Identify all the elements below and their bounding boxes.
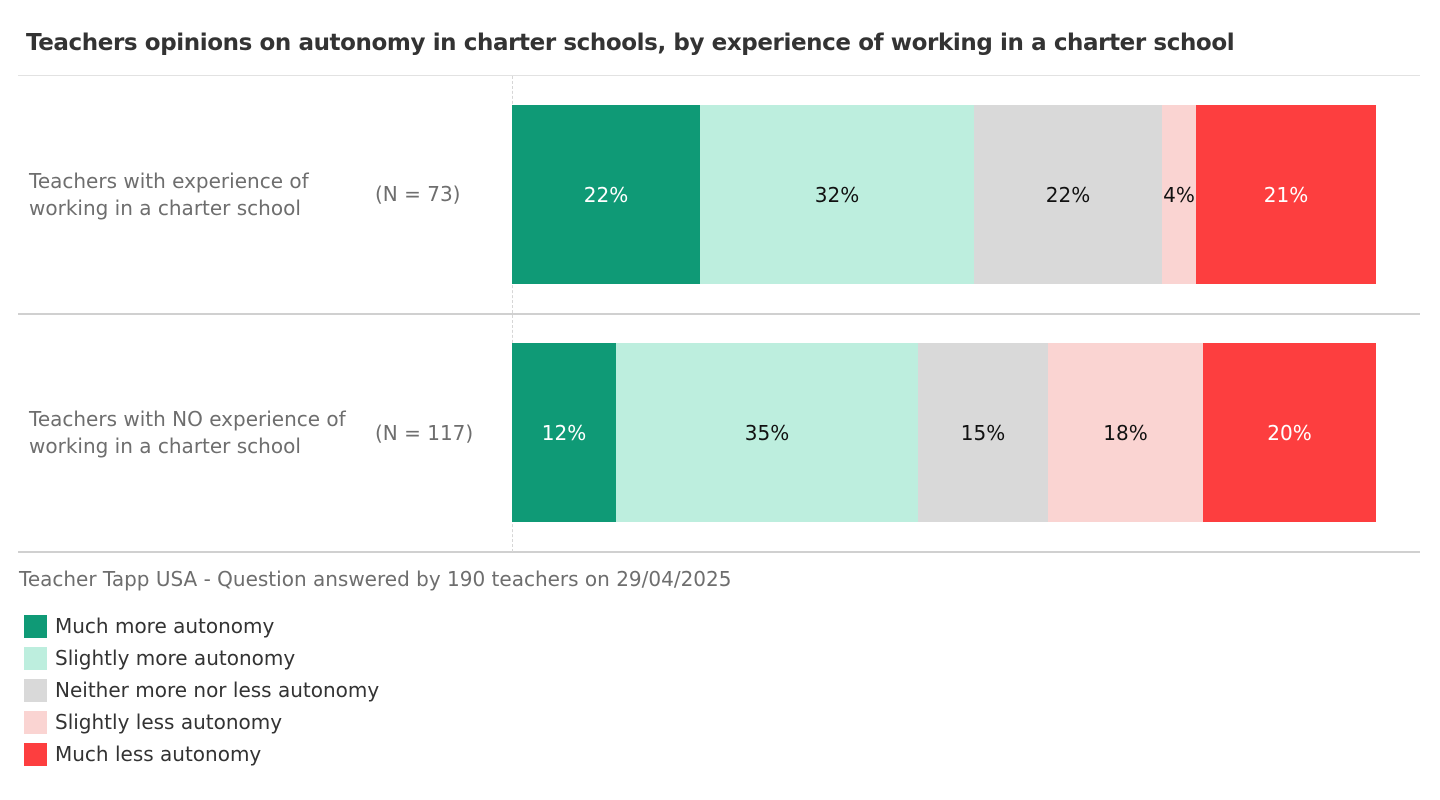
legend-label: Neither more nor less autonomy	[55, 678, 380, 702]
legend-swatch	[24, 614, 47, 638]
bar-segment: 20%	[1203, 343, 1376, 522]
legend-label: Much more autonomy	[55, 614, 275, 638]
bar-row-no-experience: 12% 35% 15% 18% 20%	[512, 343, 1376, 522]
legend-label: Much less autonomy	[55, 742, 262, 766]
data-label: 20%	[1267, 420, 1312, 445]
category-label-experienced: Teachers with experience of working in a…	[29, 168, 374, 222]
bar-segment: 32%	[700, 105, 974, 284]
legend-swatch	[24, 710, 47, 734]
bar-segment: 4%	[1162, 105, 1196, 284]
data-label: 4%	[1163, 182, 1195, 207]
data-label: 22%	[583, 182, 629, 207]
data-label: 35%	[744, 420, 790, 445]
source-note: Teacher Tapp USA - Question answered by …	[19, 567, 732, 591]
data-label: 22%	[1045, 182, 1091, 207]
bar-segment: 12%	[512, 343, 616, 522]
legend-item: Neither more nor less autonomy	[24, 674, 379, 706]
top-divider	[18, 75, 1420, 76]
bar-segment: 22%	[512, 105, 700, 284]
legend-item: Slightly more autonomy	[24, 642, 379, 674]
bar-segment: 35%	[616, 343, 918, 522]
data-label: 32%	[814, 182, 860, 207]
category-label-line: Teachers with experience of	[29, 169, 309, 193]
legend-item: Slightly less autonomy	[24, 706, 379, 738]
category-label-line: working in a charter school	[29, 196, 301, 220]
legend-label: Slightly more autonomy	[55, 646, 296, 670]
data-label: 18%	[1103, 420, 1148, 445]
legend: Much more autonomy Slightly more autonomy…	[24, 610, 379, 770]
chart-title: Teachers opinions on autonomy in charter…	[26, 30, 1235, 56]
category-label-line: Teachers with NO experience of	[29, 407, 346, 431]
sample-size-no-experience: (N = 117)	[375, 421, 474, 445]
category-label-no-experience: Teachers with NO experience of working i…	[29, 406, 374, 460]
bar-segment: 15%	[918, 343, 1048, 522]
bar-row-experienced: 22% 32% 22% 4% 21%	[512, 105, 1376, 284]
legend-swatch	[24, 646, 47, 670]
category-label-line: working in a charter school	[29, 434, 301, 458]
data-label: 12%	[541, 420, 587, 445]
legend-swatch	[24, 742, 47, 766]
bottom-divider	[18, 551, 1420, 553]
data-label: 15%	[960, 420, 1006, 445]
bar-baseline	[512, 76, 513, 552]
legend-item: Much more autonomy	[24, 610, 379, 642]
bar-segment: 22%	[974, 105, 1162, 284]
legend-label: Slightly less autonomy	[55, 710, 283, 734]
bar-segment: 18%	[1048, 343, 1203, 522]
data-label: 21%	[1263, 182, 1309, 207]
sample-size-experienced: (N = 73)	[375, 182, 461, 206]
legend-swatch	[24, 678, 47, 702]
legend-item: Much less autonomy	[24, 738, 379, 770]
bar-segment: 21%	[1196, 105, 1376, 284]
row-divider	[18, 313, 1420, 315]
